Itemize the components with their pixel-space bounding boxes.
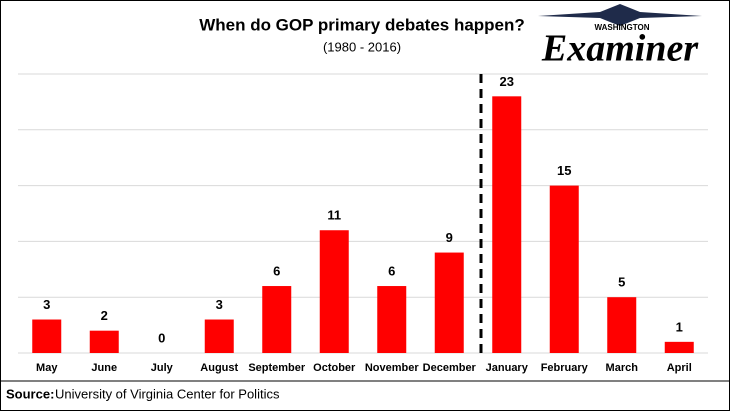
value-label: 6 [388, 263, 395, 278]
value-label: 5 [618, 275, 625, 290]
x-tick-label: November [365, 362, 420, 374]
bar [607, 297, 637, 353]
value-label: 3 [43, 297, 50, 312]
bar [89, 330, 119, 353]
x-tick-label: April [667, 362, 692, 374]
bar [434, 252, 464, 353]
x-tick-label: August [200, 362, 238, 374]
bar [204, 319, 234, 353]
logo-name: Examiner [541, 28, 699, 70]
bar [262, 286, 292, 353]
x-tick-label: October [313, 362, 356, 374]
value-label: 1 [676, 319, 683, 334]
value-label: 15 [557, 163, 571, 178]
value-label: 0 [158, 330, 165, 345]
value-label: 11 [327, 208, 341, 223]
x-tick-label: July [151, 362, 174, 374]
value-label: 2 [101, 308, 108, 323]
x-tick-label: June [91, 362, 117, 374]
logo-top: WASHINGTON [595, 23, 650, 32]
x-tick-label: September [248, 362, 306, 374]
x-tick-label: January [486, 362, 529, 374]
bar [32, 319, 62, 353]
chart-title: When do GOP primary debates happen? [199, 15, 525, 34]
bar [319, 230, 349, 353]
source: University of Virginia Center for Politi… [55, 386, 280, 401]
x-tick-label: May [36, 362, 58, 374]
value-label: 9 [446, 230, 453, 245]
x-tick-label: December [423, 362, 477, 374]
x-tick-label: February [541, 362, 589, 374]
value-label: 23 [500, 74, 514, 89]
bar [549, 185, 579, 353]
bar [377, 286, 407, 353]
bar [664, 341, 694, 353]
logo-eagle [538, 4, 702, 26]
logo: WASHINGTON Examiner [538, 4, 702, 70]
value-label: 3 [216, 297, 223, 312]
chart-subtitle: (1980 - 2016) [323, 39, 401, 54]
source-label: Source: [6, 386, 54, 401]
x-tick-label: March [606, 362, 639, 374]
bar [492, 96, 522, 353]
value-label: 6 [273, 263, 280, 278]
